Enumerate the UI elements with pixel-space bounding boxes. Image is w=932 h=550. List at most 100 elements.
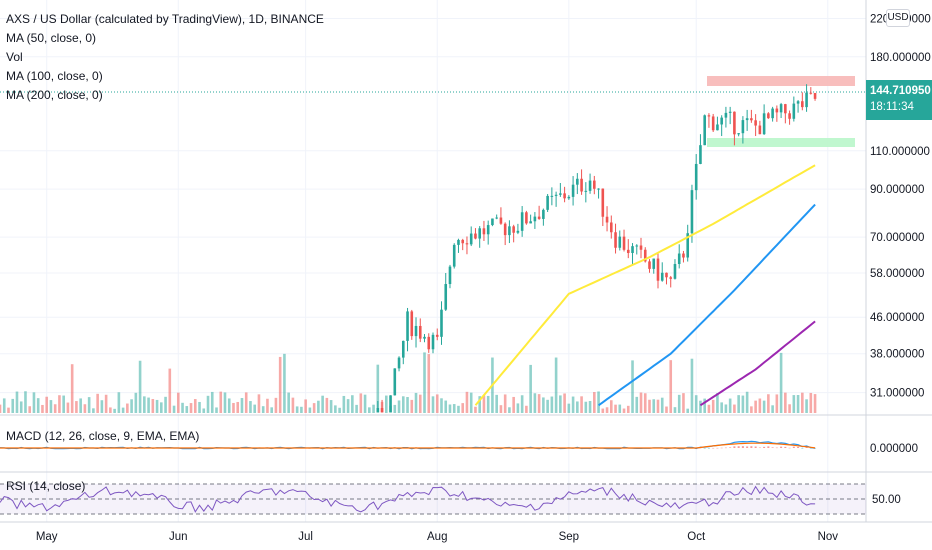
- volume-bar: [342, 395, 346, 413]
- candle-body: [699, 145, 702, 164]
- volume-bar: [414, 392, 418, 413]
- macd-legend: MACD (12, 26, close, 9, EMA, EMA): [6, 429, 199, 443]
- candle-body: [762, 113, 766, 135]
- volume-bar: [92, 408, 95, 413]
- volume-bar: [486, 395, 490, 413]
- volume-bar: [660, 397, 664, 413]
- volume-bar: [554, 357, 558, 413]
- volume-bar: [648, 399, 651, 413]
- candle-body: [410, 311, 414, 337]
- macd-histogram-bar: [763, 446, 766, 448]
- volume-bar: [673, 407, 677, 413]
- volume-bar: [618, 404, 622, 413]
- volume-bar: [665, 406, 668, 413]
- candle-body: [788, 113, 791, 119]
- volume-bar: [690, 358, 694, 413]
- volume-bar: [792, 395, 796, 413]
- volume-bar: [533, 393, 537, 413]
- volume-bar: [516, 403, 520, 413]
- candle-body: [728, 111, 732, 113]
- volume-bar: [283, 353, 286, 413]
- volume-bar: [784, 392, 787, 413]
- volume-bar: [134, 392, 138, 413]
- volume-bar: [809, 392, 813, 413]
- macd-histogram-bar: [758, 447, 761, 449]
- volume-bar: [694, 395, 698, 413]
- volume-bar: [321, 395, 324, 413]
- volume-bar: [58, 395, 61, 413]
- candle-body: [444, 284, 448, 310]
- candle-body: [499, 217, 503, 224]
- volume-bar: [711, 399, 715, 413]
- candle-body: [559, 193, 562, 195]
- candle-body: [431, 334, 435, 350]
- currency-button[interactable]: USD: [886, 9, 910, 27]
- time-tick-label: May: [36, 531, 58, 543]
- volume-bar: [397, 400, 401, 413]
- macd-histogram-bar: [754, 446, 757, 448]
- volume-bar: [53, 404, 57, 413]
- candle-body: [639, 245, 643, 250]
- candle-body: [461, 239, 465, 244]
- macd-histogram-bar: [746, 446, 749, 448]
- volume-bar: [703, 398, 706, 413]
- volume-bar: [720, 402, 723, 413]
- candle-body: [389, 395, 392, 412]
- volume-bar: [215, 407, 218, 413]
- volume-bar: [147, 397, 150, 413]
- price-tick-label: 58.000000: [870, 268, 924, 280]
- volume-bar: [109, 407, 112, 413]
- volume-bar: [537, 394, 541, 413]
- volume-bar: [219, 391, 223, 413]
- candle-body: [486, 225, 490, 235]
- time-tick-label: Jul: [298, 531, 313, 543]
- volume-bar: [266, 398, 269, 413]
- volume-bar: [232, 402, 235, 413]
- candle-body: [414, 325, 418, 337]
- volume-bar: [520, 395, 524, 413]
- volume-bar: [622, 408, 626, 413]
- volume-bar: [193, 399, 197, 413]
- candle-body: [648, 261, 651, 269]
- macd-histogram-bar: [703, 448, 706, 449]
- volume-bar: [198, 401, 201, 413]
- price-tick-label: 38.000000: [870, 349, 924, 361]
- candle-body: [754, 120, 757, 126]
- candle-body: [478, 228, 481, 239]
- ma200-line: [699, 320, 816, 407]
- volume-bar: [7, 407, 10, 413]
- candle-body: [716, 124, 719, 131]
- volume-bar: [45, 396, 48, 413]
- candle-body: [707, 115, 711, 117]
- macd-signal-line: [0, 442, 816, 449]
- candle-body: [563, 193, 566, 199]
- candle-body: [660, 272, 664, 281]
- volume-bar: [767, 394, 770, 413]
- legend-ma100[interactable]: MA (100, close, 0): [6, 69, 103, 83]
- legend-vol[interactable]: Vol: [6, 50, 23, 64]
- volume-bar: [635, 396, 639, 413]
- volume-bar: [346, 399, 350, 413]
- volume-bar: [338, 407, 341, 413]
- chart-title[interactable]: AXS / US Dollar (calculated by TradingVi…: [6, 12, 324, 26]
- volume-bar: [525, 405, 528, 413]
- volume-bar: [355, 404, 358, 413]
- legend-ma50[interactable]: MA (50, close, 0): [6, 31, 97, 45]
- candle-body: [665, 272, 668, 278]
- volume-bar: [334, 405, 337, 413]
- candle-body: [593, 180, 596, 189]
- volume-bar: [495, 394, 498, 413]
- candle-body: [618, 236, 622, 248]
- candle-body: [656, 258, 660, 281]
- volume-bar: [317, 400, 320, 413]
- macd-histogram-bar: [801, 448, 804, 449]
- volume-bar: [546, 399, 549, 413]
- legend-ma200[interactable]: MA (200, close, 0): [6, 88, 103, 102]
- candle-body: [720, 117, 723, 125]
- macd-histogram-bar: [716, 447, 719, 449]
- volume-bar: [482, 395, 486, 413]
- volume-bar: [15, 391, 19, 413]
- volume-bar: [79, 398, 82, 413]
- candle-body: [571, 184, 575, 197]
